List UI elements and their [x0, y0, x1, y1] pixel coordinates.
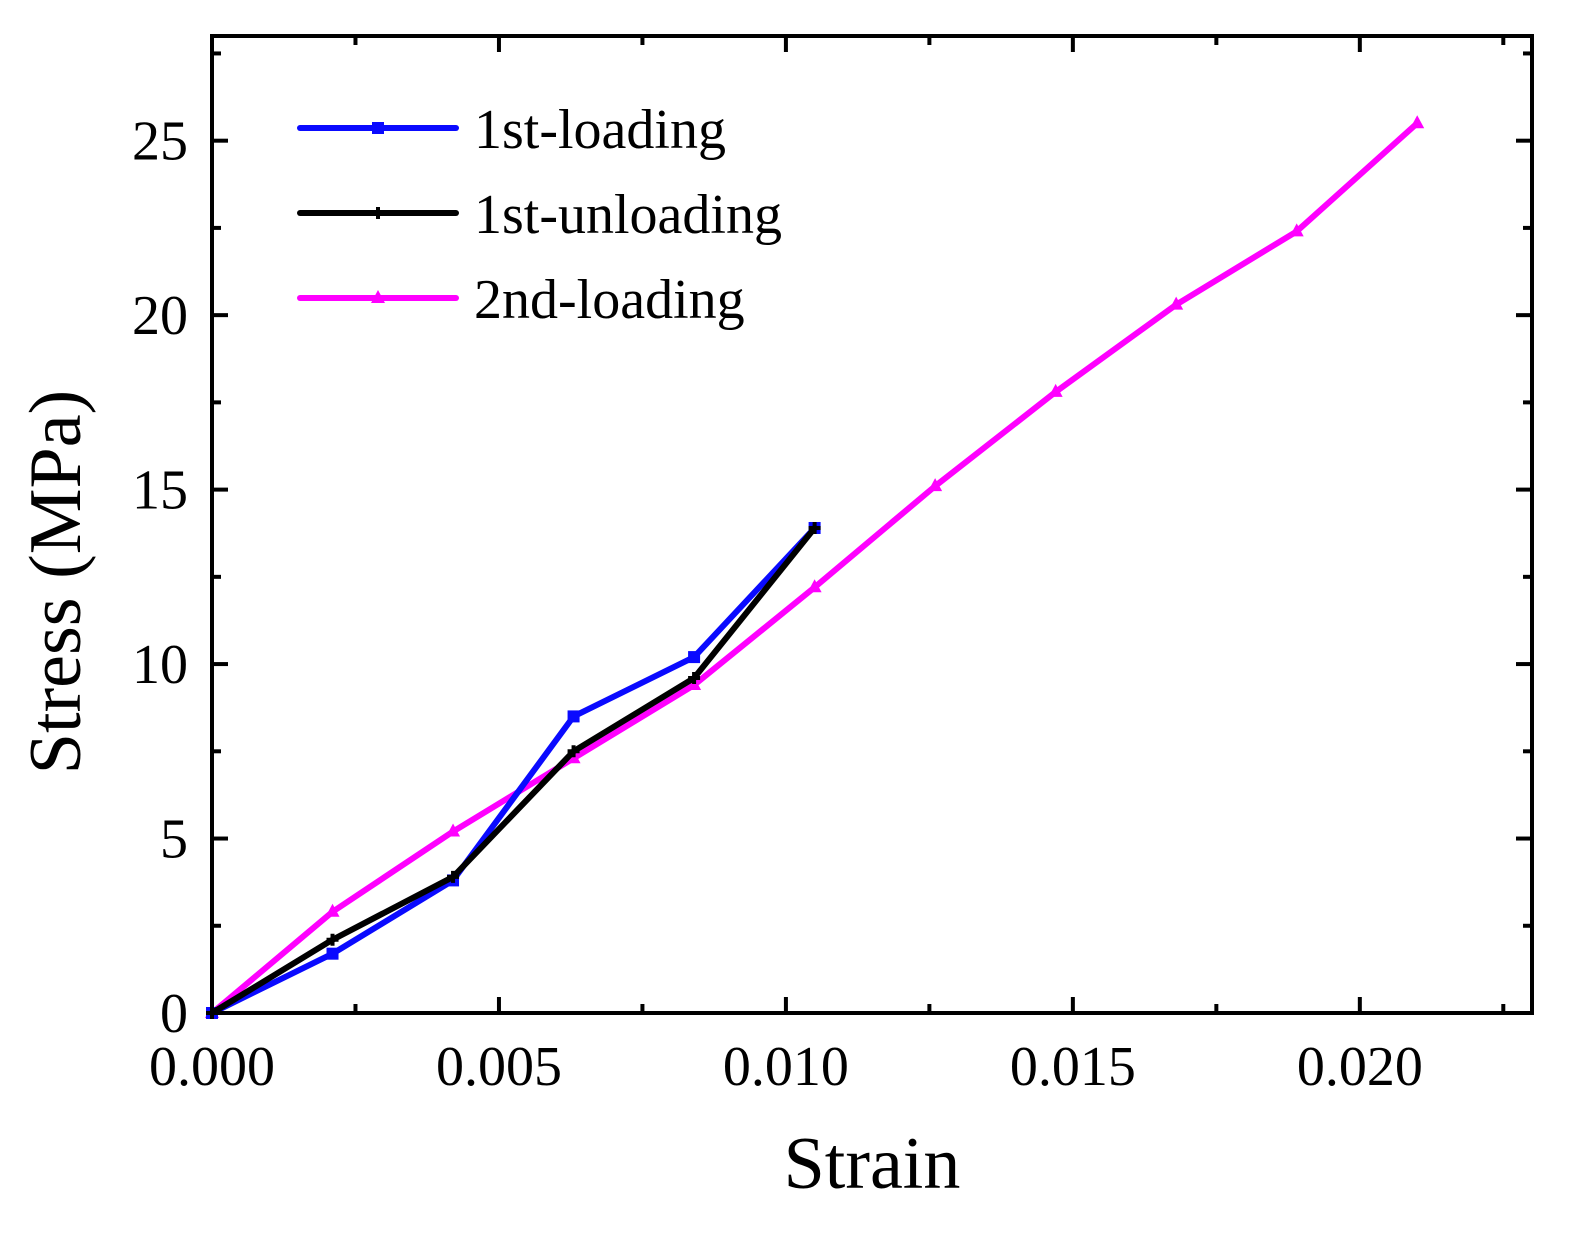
y-tick-label: 25	[132, 111, 188, 173]
ticks-group: 0.000 0.005 0.010 0.015 0.020 0 5 10 15 20 25	[132, 36, 1532, 1098]
legend-item-2nd-loading: 2nd-loading	[297, 269, 745, 331]
series-line-2nd-loading	[209, 120, 1421, 1016]
y-tick-label: 0	[160, 983, 188, 1045]
legend-marker-1st-loading	[372, 122, 384, 134]
data-point-2nd-loading	[1410, 115, 1425, 129]
series-2nd-loading	[205, 115, 1425, 1018]
data-point-2nd-loading	[928, 478, 943, 492]
series-line-1st-unloading	[209, 524, 818, 1016]
x-tick-label: 0.010	[723, 1036, 849, 1098]
series-1st-unloading	[206, 521, 821, 1019]
data-point-1st-loading	[326, 947, 339, 960]
data-point-2nd-loading	[1289, 223, 1304, 237]
y-tick-label: 15	[132, 460, 188, 522]
plot-frame	[210, 34, 1534, 1015]
y-tick-label: 5	[160, 809, 188, 871]
legend-label-1st-unloading: 1st-unloading	[474, 184, 782, 246]
legend: 1st-loading 1st-unloading 2nd-loading	[297, 99, 782, 331]
y-axis-title: Stress (MPa)	[15, 390, 97, 774]
x-axis-title: Strain	[784, 1123, 961, 1205]
x-tick-label: 0.015	[1010, 1036, 1136, 1098]
data-point-1st-unloading	[688, 672, 701, 685]
data-point-2nd-loading	[1169, 296, 1184, 310]
legend-marker-1st-unloading	[372, 207, 384, 219]
series-line-1st-loading	[209, 524, 818, 1016]
x-tick-label: 0.000	[149, 1036, 275, 1098]
data-point-1st-unloading	[326, 933, 339, 946]
data-point-1st-loading	[688, 651, 701, 664]
data-point-1st-unloading	[808, 521, 821, 534]
x-tick-label: 0.005	[436, 1036, 562, 1098]
data-point-2nd-loading	[807, 579, 822, 593]
legend-item-1st-loading: 1st-loading	[297, 99, 726, 161]
data-point-1st-unloading	[447, 870, 460, 883]
data-point-2nd-loading	[325, 903, 340, 917]
data-point-2nd-loading	[446, 823, 461, 837]
data-point-1st-unloading	[567, 745, 580, 758]
plot-series-group	[205, 115, 1425, 1019]
legend-label-1st-loading: 1st-loading	[474, 99, 726, 161]
y-tick-label: 10	[132, 634, 188, 696]
legend-marker-2nd-loading	[371, 290, 385, 303]
x-tick-label: 0.020	[1297, 1036, 1423, 1098]
data-point-1st-loading	[567, 710, 580, 723]
data-point-2nd-loading	[1048, 383, 1063, 397]
y-tick-label: 20	[132, 285, 188, 347]
legend-item-1st-unloading: 1st-unloading	[297, 184, 782, 246]
legend-label-2nd-loading: 2nd-loading	[474, 269, 745, 331]
